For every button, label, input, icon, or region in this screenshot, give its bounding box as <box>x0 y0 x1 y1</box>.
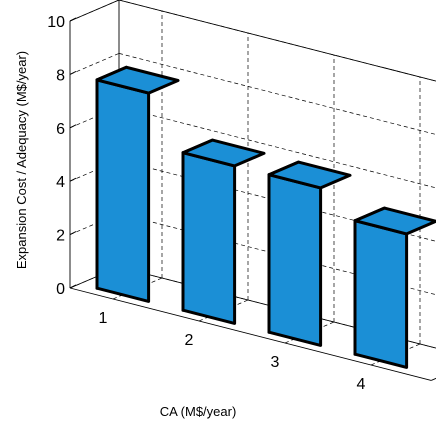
y-tick-label: 0 <box>56 281 65 298</box>
bar <box>95 65 180 303</box>
y-tick-mark <box>69 177 77 182</box>
y-tick-label: 2 <box>56 228 65 245</box>
floor-right-edge <box>431 377 436 381</box>
y-tick-mark <box>69 17 77 22</box>
x-tick-labels: 1 2 3 4 <box>99 310 366 393</box>
y-axis-label: Expansion Cost / Adequacy (M$/year) <box>14 51 29 269</box>
x-tick-label: 4 <box>357 376 366 393</box>
bar-front-face <box>267 173 323 347</box>
x-tick-label: 2 <box>185 332 194 349</box>
bar-top-face <box>95 65 180 95</box>
side-grid-line <box>69 53 120 75</box>
y-tick-mark <box>69 70 77 75</box>
y-tick-label: 6 <box>56 121 65 138</box>
bar <box>353 206 436 369</box>
bar-top-face <box>267 160 352 190</box>
x-tick-label: 3 <box>271 354 280 371</box>
bar-front-face <box>95 78 151 303</box>
side-grid-line <box>69 0 120 22</box>
back-grid-line <box>118 213 436 296</box>
y-tick-mark <box>69 284 77 289</box>
bar-front-face <box>181 151 237 325</box>
bar <box>267 160 352 347</box>
back-grid-line <box>118 106 436 189</box>
y-tick-label: 8 <box>56 67 65 84</box>
x-tick-label: 1 <box>99 310 108 327</box>
bar-top-face <box>353 206 436 236</box>
y-tick-label: 10 <box>47 14 65 31</box>
bar-top-face <box>181 138 266 168</box>
y-tick-mark <box>69 124 77 129</box>
y-tick-labels: 0 2 4 6 8 10 <box>47 14 77 298</box>
bar-front-face <box>353 219 409 369</box>
bars <box>95 65 436 369</box>
bar <box>181 138 266 325</box>
x-axis-label: CA (M$/year) <box>160 404 237 419</box>
y-tick-mark <box>69 231 77 236</box>
back-grid-line <box>118 53 436 135</box>
y-tick-label: 4 <box>56 174 65 191</box>
